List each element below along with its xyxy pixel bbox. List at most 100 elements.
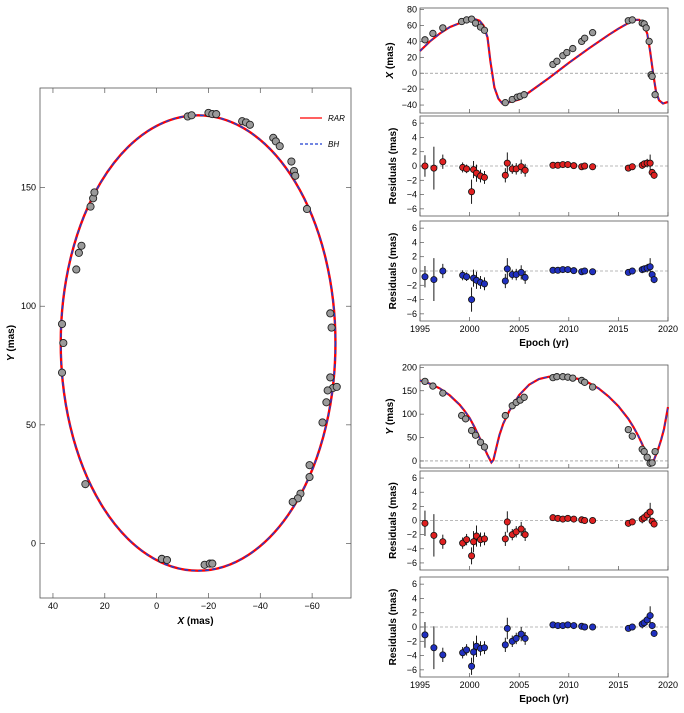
- x-residuals-rar-data-point: [570, 162, 578, 170]
- x-epoch-data-point: [563, 48, 571, 57]
- x-epoch-data-point: [439, 24, 447, 32]
- x-residuals-bh-data-point: [650, 276, 658, 284]
- y-residuals-bh-xtick-label: 2005: [509, 680, 529, 690]
- x-epoch-frame: [419, 7, 669, 114]
- y-epoch-data-point: [421, 377, 429, 386]
- y-epoch-data-point: [643, 453, 651, 461]
- y-residuals-bh-ytick-label: 6: [412, 579, 417, 589]
- x-residuals-bh-xtick-label: 2015: [608, 324, 628, 334]
- x-residuals-rar-data-point: [463, 165, 471, 173]
- x-residuals-rar-ytick-label: 6: [412, 118, 417, 128]
- y-residuals-rar-data-point: [517, 525, 525, 533]
- y-epoch-data-point: [581, 378, 589, 386]
- x-residuals-bh-data-point: [503, 265, 511, 273]
- orbit-ytick-label: 100: [21, 301, 36, 311]
- x-epoch-data-point: [501, 99, 509, 107]
- x-epoch-ytick-label: −40: [402, 100, 417, 110]
- y-residuals-bh-ytick-label: 0: [412, 622, 417, 632]
- y-epoch-data-point: [476, 438, 485, 446]
- y-residuals-rar-data-point: [646, 508, 654, 516]
- y-residuals-bh-ytick-label: 2: [412, 608, 417, 618]
- x-residuals-bh-data-point: [439, 267, 447, 275]
- y-residuals-bh-data-point: [628, 623, 636, 631]
- y-residuals-bh-ytick-label: −6: [407, 665, 417, 675]
- orbit-data-point: [326, 373, 335, 382]
- x-epoch-data-point: [553, 57, 561, 65]
- y-residuals-rar-data-point: [628, 518, 636, 526]
- x-residuals-bh-data-point: [570, 267, 578, 275]
- orbit-data-point: [332, 382, 341, 391]
- y-residuals-bh-data-point: [521, 634, 529, 642]
- x-residuals-rar-data-point: [468, 188, 476, 196]
- y-epoch-ytick-label: 200: [402, 362, 417, 372]
- orbit-data-point: [287, 157, 296, 166]
- orbit-data-point: [74, 248, 83, 257]
- x-epoch-data-point: [569, 44, 577, 53]
- orbit-frame: [39, 87, 352, 599]
- x-residuals-bh-ytick-label: 4: [412, 237, 417, 247]
- y-residuals-rar-ytick-label: 4: [412, 487, 417, 497]
- y-residuals-rar-ytick-label: −4: [407, 544, 417, 554]
- orbit-xtick-label: −60: [304, 601, 319, 611]
- orbit-data-point: [208, 559, 217, 568]
- y-residuals-bh-ytick-label: −4: [407, 651, 417, 661]
- orbit-ytick-label: 50: [26, 420, 36, 430]
- x-epoch-ytick-label: 60: [407, 21, 417, 31]
- y-epoch-ytick-label: 50: [407, 433, 417, 443]
- y-residuals-rar-data-point: [463, 536, 471, 544]
- y-residuals-bh-data-point: [650, 629, 658, 637]
- x-residuals-bh-y-axis-label: Residuals (mas): [388, 233, 399, 310]
- y-residuals-rar-ytick-label: 6: [412, 473, 417, 483]
- y-residuals-bh-data-point: [503, 624, 511, 632]
- y-residuals-rar-data-point: [564, 514, 572, 522]
- orbit-data-point: [162, 555, 172, 565]
- x-residuals-rar-data-point: [564, 161, 572, 169]
- y-residuals-rar-data-point: [570, 515, 578, 523]
- orbit-data-point: [327, 323, 336, 332]
- orbit-data-point: [212, 110, 221, 119]
- x-epoch-data-point: [588, 29, 597, 37]
- y-epoch-y-axis-label-unit: (mas): [385, 398, 396, 427]
- x-epoch-ytick-label: 80: [407, 5, 417, 15]
- x-epoch-data-point: [421, 36, 429, 44]
- orbit-x-axis-label-unit: (mas): [184, 616, 213, 627]
- y-epoch-y-axis-label-variable: Y: [385, 427, 396, 435]
- x-epoch-data-point: [642, 24, 650, 32]
- x-epoch-data-point: [651, 91, 659, 99]
- x-residuals-rar-data-point: [503, 159, 511, 167]
- y-residuals-bh-xtick-label: 2000: [460, 680, 480, 690]
- y-residuals-rar-data-point: [421, 519, 429, 527]
- y-residuals-bh-data-point: [439, 651, 447, 659]
- y-residuals-bh-data-point: [564, 621, 572, 629]
- orbit-y-axis-label-variable: Y: [6, 353, 17, 361]
- y-epoch-data-point: [501, 411, 509, 420]
- y-epoch-data-point: [648, 459, 656, 467]
- x-residuals-rar-data-point: [628, 163, 636, 171]
- y-residuals-bh-data-point: [589, 623, 597, 631]
- y-residuals-bh-data-point: [512, 634, 520, 642]
- x-residuals-bh-data-point: [463, 273, 471, 281]
- x-residuals-rar-data-point: [501, 171, 509, 179]
- x-epoch-ytick-label: 40: [407, 36, 417, 46]
- orbit-data-point: [288, 497, 297, 506]
- y-epoch-data-point: [467, 426, 476, 435]
- orbit-data-point: [326, 309, 335, 318]
- x-residuals-rar-data-point: [646, 159, 654, 167]
- y-residuals-bh-ytick-label: 4: [412, 593, 417, 603]
- x-epoch-ytick-label: 0: [412, 68, 417, 78]
- orbit-data-point: [318, 418, 327, 427]
- x-epoch-data-point: [429, 29, 437, 38]
- x-residuals-rar-data-point: [581, 162, 589, 170]
- y-residuals-bh-xtick-label: 2015: [608, 680, 628, 690]
- y-residuals-rar-ytick-label: −2: [407, 530, 417, 540]
- y-residuals-bh-data-point: [430, 644, 438, 652]
- x-residuals-bh-data-point: [517, 268, 525, 276]
- y-epoch-ytick-label: 0: [412, 456, 417, 466]
- orbit-data-point: [81, 480, 90, 489]
- y-epoch-data-point: [624, 425, 632, 434]
- x-residuals-bh-xtick-label: 2005: [509, 324, 529, 334]
- orbit-data-point: [59, 338, 68, 348]
- orbit-data-point: [291, 171, 300, 180]
- y-residuals-bh-x-axis-label: Epoch (yr): [519, 694, 568, 705]
- y-residuals-bh-data-point: [468, 662, 476, 670]
